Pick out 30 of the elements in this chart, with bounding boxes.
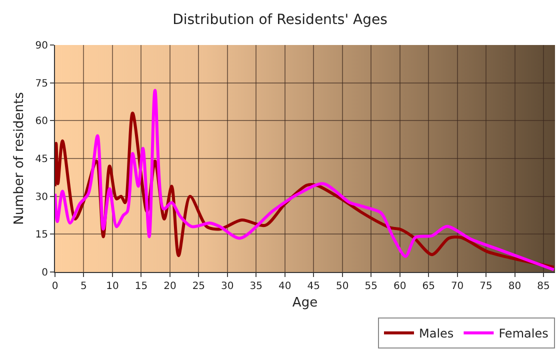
y-tick-label: 30	[35, 192, 48, 203]
y-tick-label: 75	[35, 78, 48, 90]
x-tick-label: 35	[250, 281, 263, 292]
x-tick-label: 25	[192, 281, 206, 292]
y-tick-label: 90	[35, 40, 48, 52]
x-tick-label: 0	[52, 281, 58, 292]
x-tick-label: 30	[221, 281, 234, 292]
x-tick-label: 65	[422, 281, 435, 292]
y-tick-label: 15	[35, 230, 48, 241]
y-axis-title: Number of residents	[12, 92, 28, 225]
legend-label: Females	[498, 326, 548, 341]
x-tick-label: 70	[450, 281, 464, 292]
y-tick-label: 45	[35, 154, 48, 165]
x-tick-label: 10	[106, 281, 119, 292]
x-axis-title: Age	[292, 296, 318, 311]
x-tick-label: 80	[508, 281, 522, 292]
y-tick-label: 0	[42, 268, 48, 278]
x-tick-label: 50	[336, 281, 349, 292]
chart-title: Distribution of Residents' Ages	[172, 12, 388, 28]
x-tick-label: 45	[307, 281, 320, 292]
x-tick-label: 60	[393, 281, 406, 292]
y-tick-label: 60	[35, 116, 48, 128]
x-tick-label: 85	[537, 281, 550, 292]
x-tick-label: 55	[364, 281, 378, 292]
legend-label: Males	[419, 326, 454, 341]
x-tick-label: 75	[480, 281, 492, 292]
x-tick-label: 40	[278, 281, 292, 292]
x-tick-label: 20	[164, 281, 176, 292]
x-tick-label: 15	[134, 281, 148, 292]
x-tick-label: 5	[80, 281, 87, 292]
